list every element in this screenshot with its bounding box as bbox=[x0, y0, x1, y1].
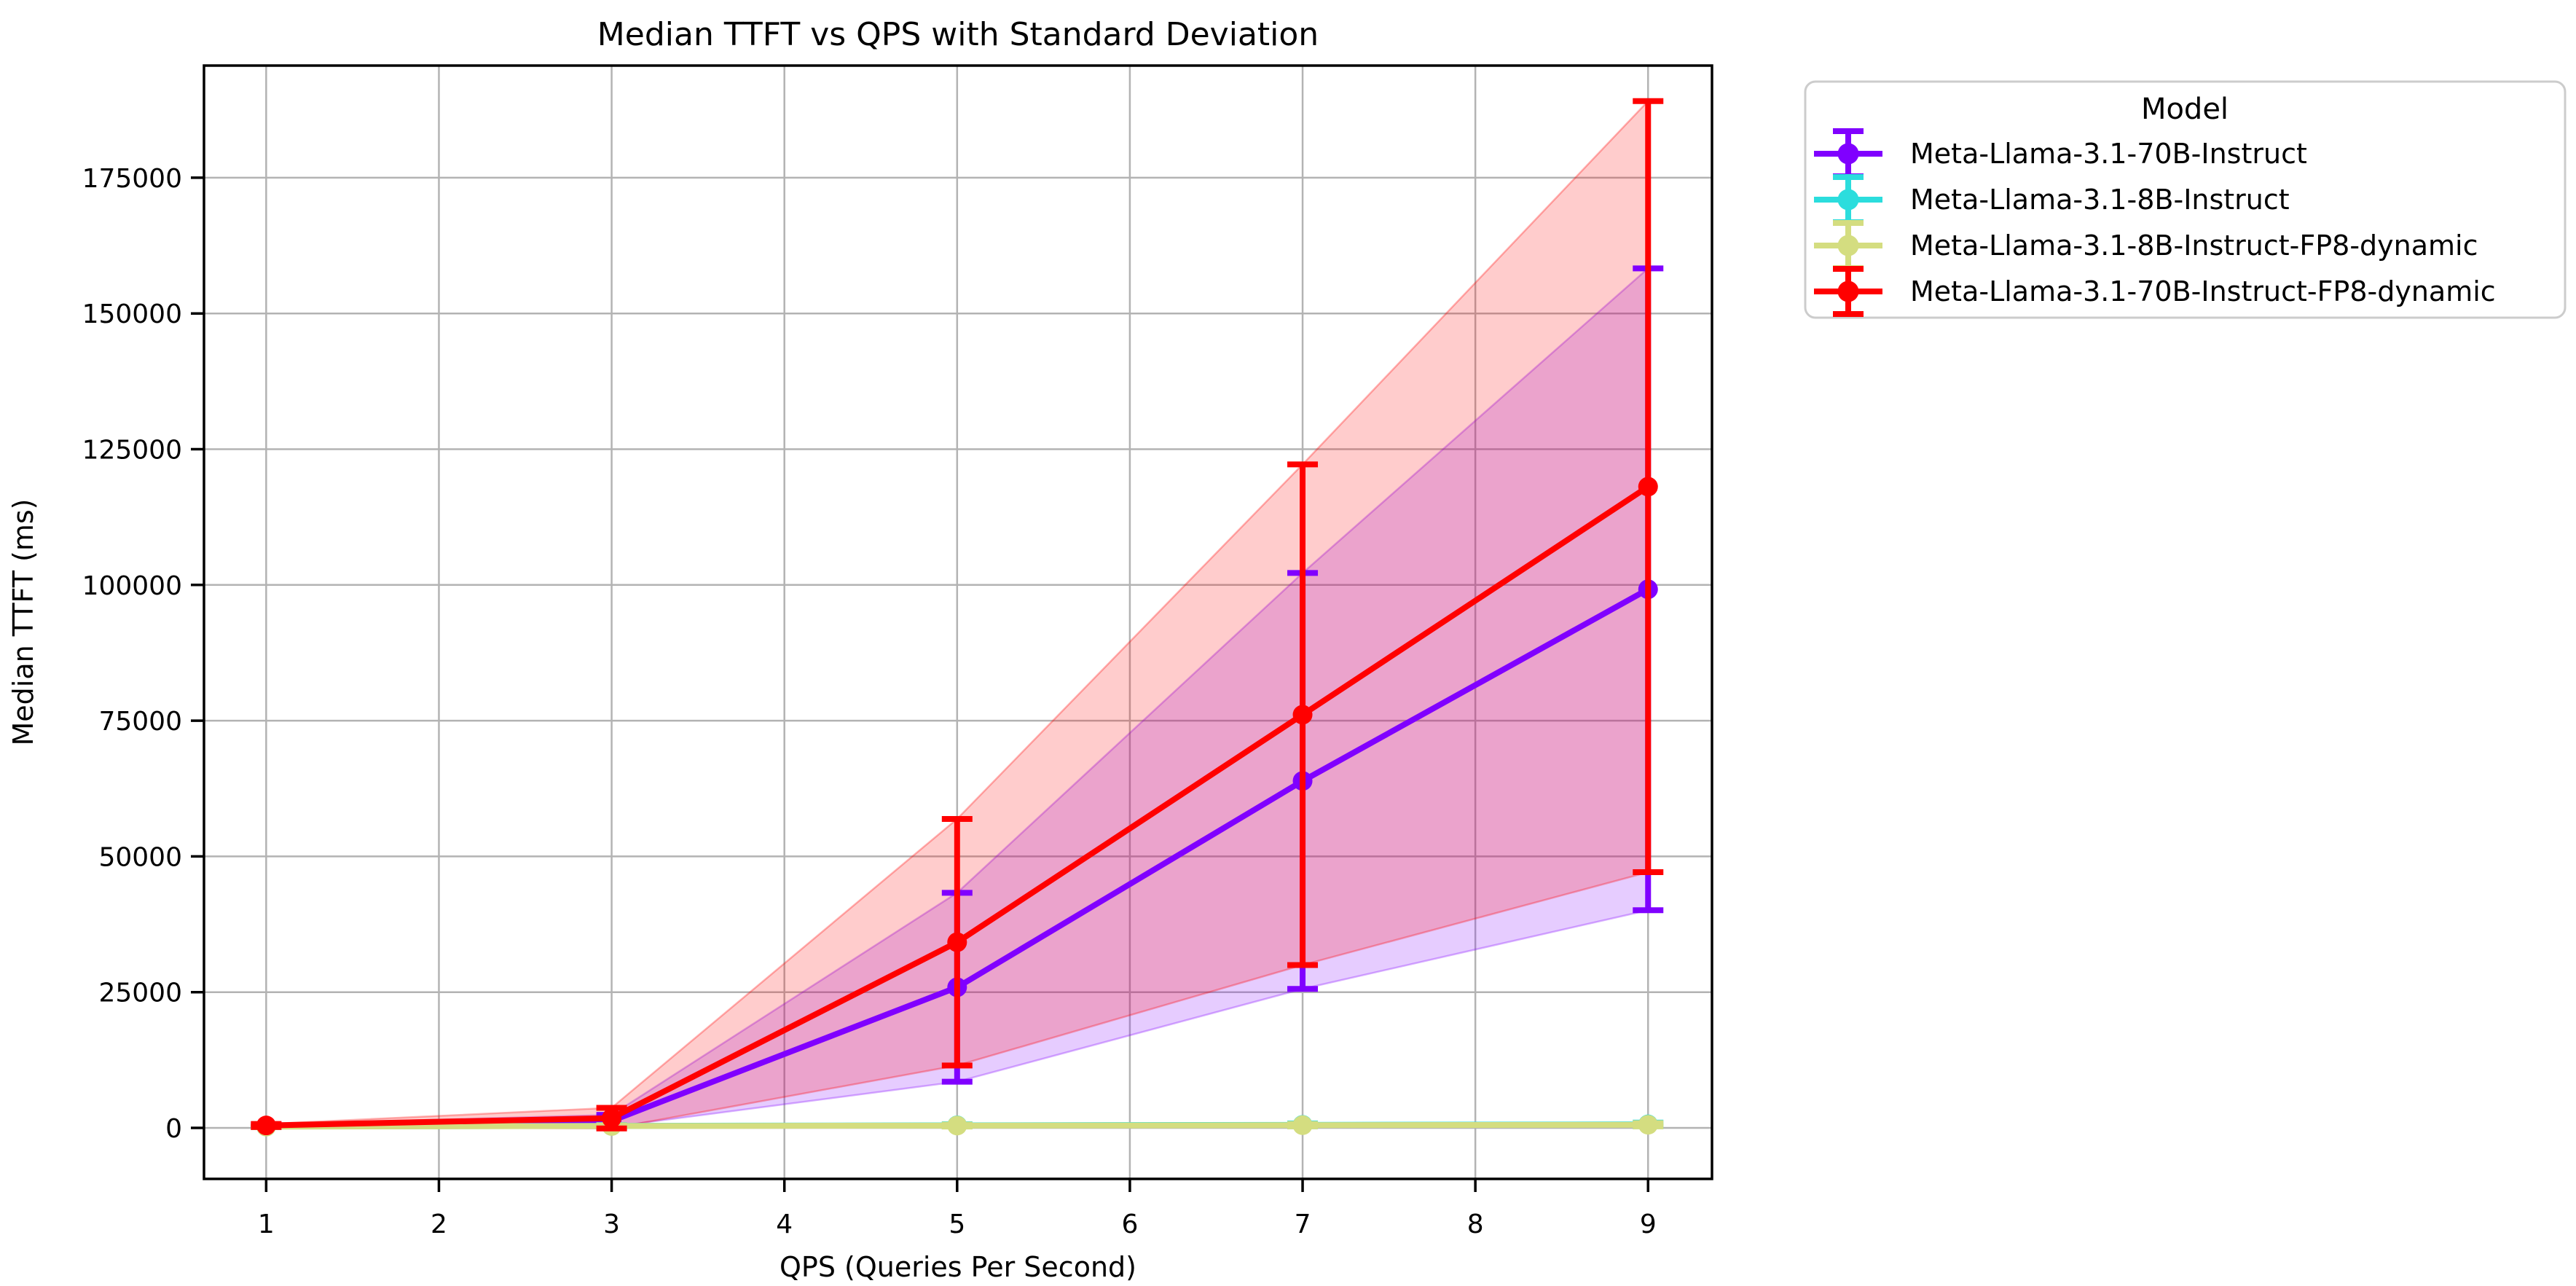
legend-label: Meta-Llama-3.1-8B-Instruct-FP8-dynamic bbox=[1910, 230, 2478, 262]
y-tick-label: 75000 bbox=[98, 707, 182, 737]
legend-title: Model bbox=[2141, 93, 2229, 126]
y-tick-label: 100000 bbox=[82, 571, 182, 601]
legend-marker bbox=[1837, 143, 1859, 165]
data-point-marker bbox=[1638, 477, 1658, 497]
x-tick-label: 6 bbox=[1121, 1209, 1138, 1239]
series-Meta-Llama-3.1-70B-Instruct-FP8-dynamic bbox=[251, 98, 1664, 1136]
data-point-marker bbox=[602, 1108, 622, 1129]
legend: Model Meta-Llama-3.1-70B-InstructMeta-Ll… bbox=[1804, 80, 2567, 319]
y-tick-label: 125000 bbox=[82, 435, 182, 465]
x-axis-label: QPS (Queries Per Second) bbox=[780, 1251, 1136, 1283]
x-tick-label: 7 bbox=[1295, 1209, 1311, 1239]
data-point-marker bbox=[256, 1116, 276, 1136]
legend-entry-Meta-Llama-3.1-70B-Instruct: Meta-Llama-3.1-70B-Instruct bbox=[1814, 128, 2307, 179]
y-tick-label: 50000 bbox=[98, 842, 182, 872]
data-point-marker bbox=[1292, 705, 1313, 725]
x-tick-label: 2 bbox=[431, 1209, 447, 1239]
legend-label: Meta-Llama-3.1-70B-Instruct-FP8-dynamic bbox=[1910, 275, 2496, 307]
x-tick-label: 9 bbox=[1640, 1209, 1657, 1239]
data-point-marker bbox=[1638, 1115, 1658, 1135]
x-tick-label: 5 bbox=[949, 1209, 965, 1239]
legend-entry-Meta-Llama-3.1-8B-Instruct: Meta-Llama-3.1-8B-Instruct bbox=[1814, 174, 2290, 225]
chart-title: Median TTFT vs QPS with Standard Deviati… bbox=[597, 16, 1319, 53]
data-point-marker bbox=[947, 1116, 967, 1136]
legend-marker bbox=[1837, 235, 1859, 256]
y-tick-label: 150000 bbox=[82, 299, 182, 329]
x-tick-label: 8 bbox=[1467, 1209, 1484, 1239]
series-layer bbox=[251, 98, 1664, 1137]
legend-marker bbox=[1837, 189, 1859, 211]
legend-entries: Meta-Llama-3.1-70B-Instruct Meta-Llama-3.… bbox=[1814, 128, 2496, 317]
y-axis-label: Median TTFT (ms) bbox=[7, 499, 39, 746]
legend-box bbox=[1804, 80, 2567, 319]
y-tick-label: 175000 bbox=[82, 164, 182, 194]
x-tick-label: 4 bbox=[776, 1209, 793, 1239]
legend-label: Meta-Llama-3.1-8B-Instruct bbox=[1910, 184, 2290, 216]
data-point-marker bbox=[1292, 1115, 1313, 1135]
legend-marker bbox=[1837, 281, 1859, 302]
grid-layer bbox=[204, 66, 1712, 1179]
legend-entry-Meta-Llama-3.1-70B-Instruct-FP8-dynamic: Meta-Llama-3.1-70B-Instruct-FP8-dynamic bbox=[1814, 266, 2496, 317]
y-tick-label: 25000 bbox=[98, 979, 182, 1008]
data-point-marker bbox=[947, 932, 967, 952]
x-tick-label: 3 bbox=[603, 1209, 620, 1239]
legend-entry-Meta-Llama-3.1-8B-Instruct-FP8-dynamic: Meta-Llama-3.1-8B-Instruct-FP8-dynamic bbox=[1814, 220, 2478, 271]
y-tick-label: 0 bbox=[165, 1114, 182, 1144]
tick-layer: 1 2 3 4 5 6 7 8 9 0 25000 50000 75000 100000 125000 150… bbox=[82, 164, 1657, 1239]
legend-label: Meta-Llama-3.1-70B-Instruct bbox=[1910, 138, 2307, 170]
x-tick-label: 1 bbox=[258, 1209, 275, 1239]
